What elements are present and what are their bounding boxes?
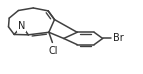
Text: N: N bbox=[18, 21, 26, 31]
Text: Cl: Cl bbox=[48, 46, 57, 56]
Text: Br: Br bbox=[113, 33, 124, 43]
